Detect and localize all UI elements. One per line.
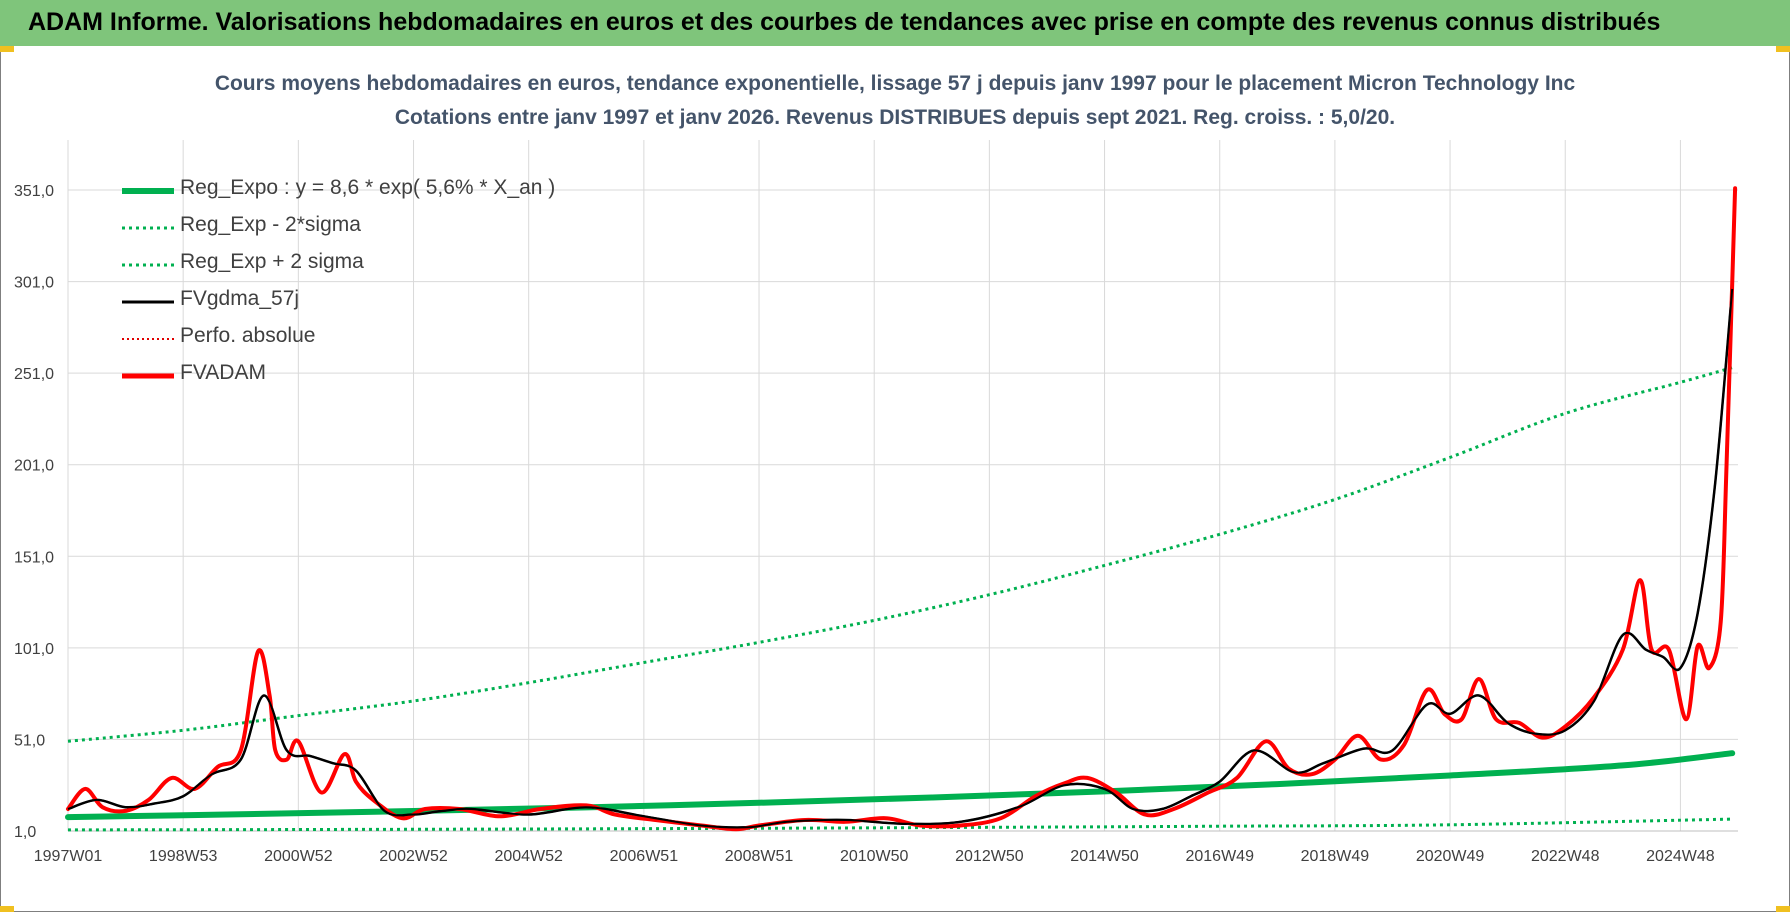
x-tick-label: 2000W52 [264,848,333,865]
x-tick-label: 2016W49 [1185,848,1254,865]
y-tick-label: 51,0 [14,732,45,749]
legend-label: Reg_Expo : y = 8,6 * exp( 5,6% * X_an ) [180,176,556,199]
y-tick-label: 351,0 [14,183,54,200]
series-fvgdma-57j-overlay [67,288,1734,829]
y-tick-label: 301,0 [14,275,54,292]
x-tick-label: 2008W51 [725,848,794,865]
y-tick-label: 251,0 [14,366,54,383]
chart-title: Cours moyens hebdomadaires en euros, ten… [214,72,1576,95]
corner-marker [0,46,14,52]
legend-label: Perfo. absolue [180,324,316,347]
legend-label: FVgdma_57j [180,287,300,310]
x-tick-label: 2022W48 [1531,848,1600,865]
legend-item: Reg_Exp - 2*sigma [122,211,642,241]
corner-marker [1776,906,1790,912]
legend-item: Reg_Exp + 2 sigma [122,248,642,278]
x-tick-label: 2002W52 [379,848,448,865]
header-title: ADAM Informe. Valorisations hebdomadaire… [28,8,1661,36]
x-tick-label: 2020W49 [1416,848,1485,865]
y-tick-label: 101,0 [14,641,54,658]
legend-item: FVADAM [122,359,642,389]
x-tick-label: 1998W53 [149,848,218,865]
x-tick-label: 1997W01 [34,848,103,865]
series-reg-exp-minus-2sigma [67,817,1733,832]
corner-marker [1776,46,1790,52]
chart-subtitle: Cotations entre janv 1997 et janv 2026. … [394,106,1396,129]
x-tick-label: 2018W49 [1301,848,1370,865]
legend-label: Reg_Exp - 2*sigma [180,213,361,236]
legend-label: Reg_Exp + 2 sigma [180,250,364,273]
legend-label: FVADAM [180,361,266,384]
header-bar: ADAM Informe. Valorisations hebdomadaire… [0,0,1790,46]
x-tick-label: 2010W50 [840,848,909,865]
x-tick-label: 2004W52 [494,848,563,865]
y-tick-label: 201,0 [14,458,54,475]
y-tick-label: 1,0 [14,824,36,841]
x-tick-label: 2014W50 [1070,848,1139,865]
legend-item: FVgdma_57j [122,285,642,315]
legend-item: Reg_Expo : y = 8,6 * exp( 5,6% * X_an ) [122,174,642,204]
legend-item: Perfo. absolue [122,322,642,352]
corner-marker [0,906,14,912]
series-fvadam [66,186,1738,832]
x-tick-label: 2012W50 [955,848,1024,865]
y-tick-label: 151,0 [14,549,54,566]
x-tick-label: 2024W48 [1646,848,1715,865]
series-reg-expo [65,750,1736,821]
x-tick-label: 2006W51 [610,848,679,865]
series-reg-exp-plus-2sigma [67,366,1733,743]
